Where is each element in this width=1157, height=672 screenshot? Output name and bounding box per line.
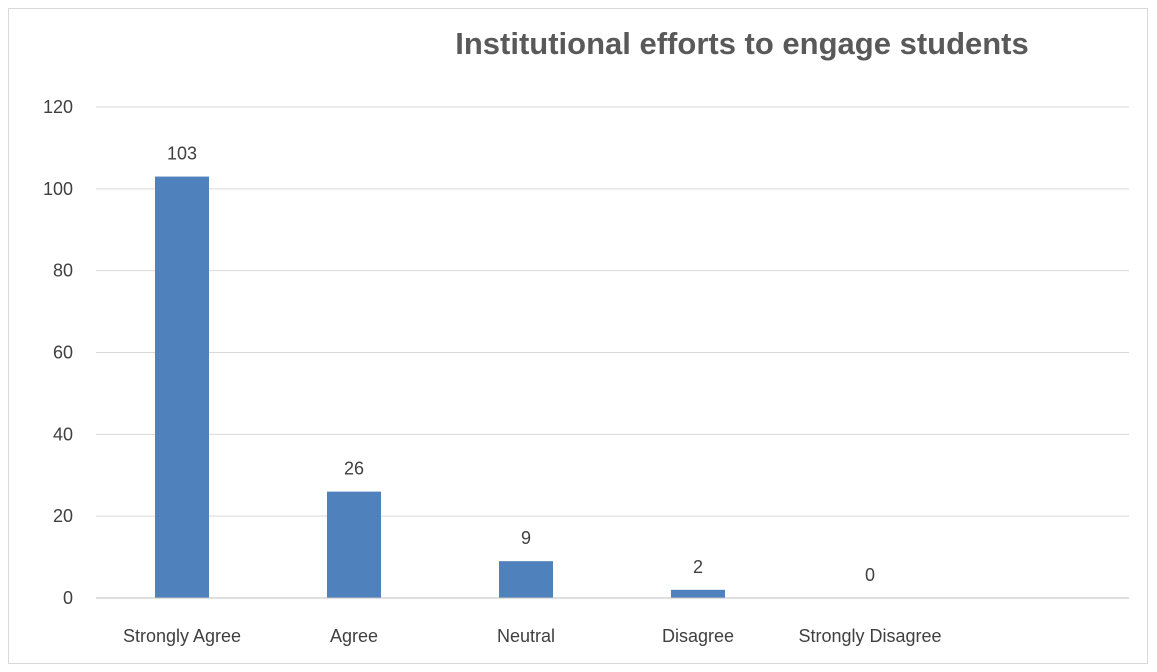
chart-title: Institutional efforts to engage students	[455, 26, 1029, 61]
data-labels: 103 26 9 2 0	[167, 144, 875, 585]
x-category-label: Strongly Disagree	[798, 626, 941, 646]
bar	[671, 589, 725, 598]
y-tick-label: 60	[53, 343, 73, 363]
data-label: 26	[344, 459, 364, 479]
data-label: 103	[167, 144, 197, 164]
bar	[155, 176, 209, 598]
y-axis-tick-labels: 0 20 40 60 80 100 120	[43, 97, 73, 608]
x-category-label: Agree	[330, 626, 378, 646]
y-tick-label: 100	[43, 179, 73, 199]
bars	[155, 176, 725, 598]
bar	[327, 491, 381, 598]
y-tick-label: 40	[53, 424, 73, 444]
bar	[499, 561, 553, 598]
data-label: 0	[865, 565, 875, 585]
data-label: 9	[521, 528, 531, 548]
y-tick-label: 80	[53, 261, 73, 281]
x-category-label: Disagree	[662, 626, 734, 646]
x-category-label: Strongly Agree	[123, 626, 241, 646]
y-tick-label: 20	[53, 506, 73, 526]
gridlines	[96, 106, 1129, 517]
data-label: 2	[693, 557, 703, 577]
y-tick-label: 0	[63, 588, 73, 608]
y-tick-label: 120	[43, 97, 73, 117]
x-axis-category-labels: Strongly Agree Agree Neutral Disagree Strong…	[123, 626, 942, 646]
x-category-label: Neutral	[497, 626, 555, 646]
